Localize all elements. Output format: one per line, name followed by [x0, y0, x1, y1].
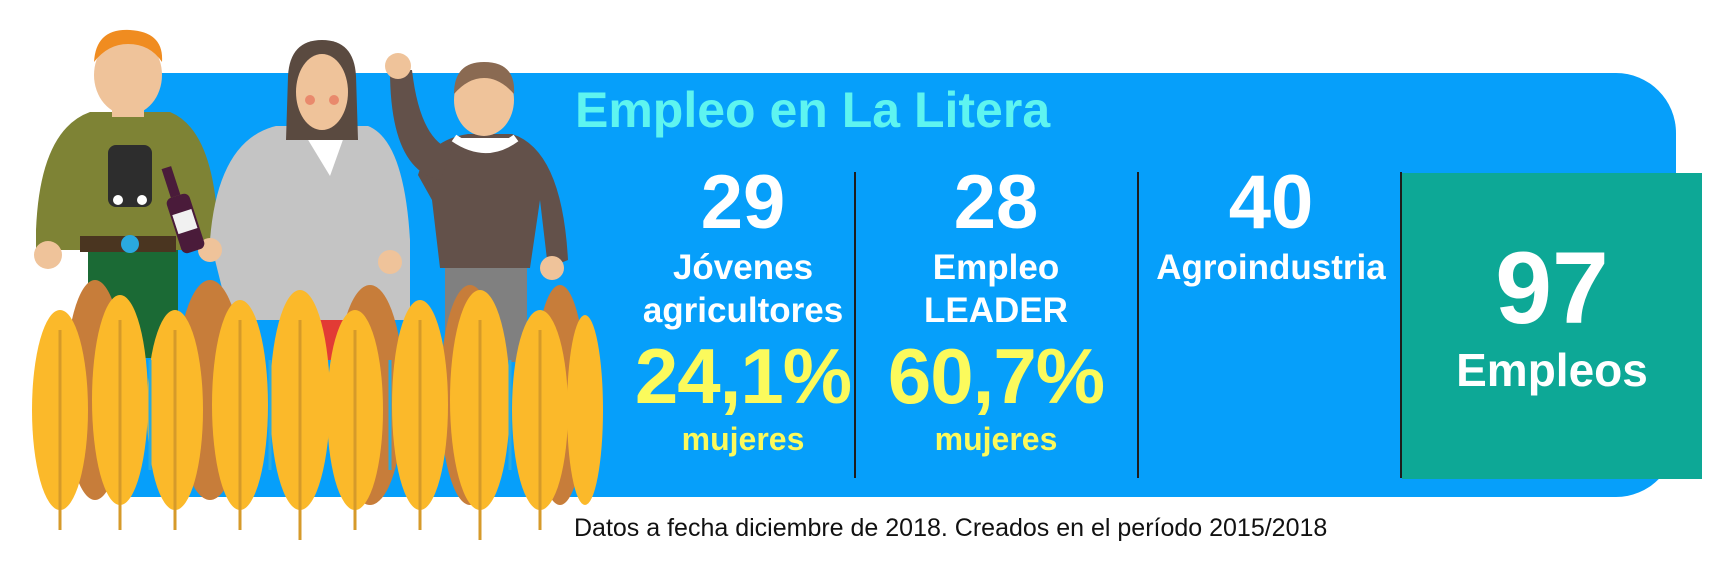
total-number: 97	[1495, 231, 1609, 345]
stat-number: 40	[1228, 160, 1314, 245]
stat-agroindustria: 40 Agroindustria	[1140, 160, 1402, 480]
page-title: Empleo en La Litera	[575, 82, 1051, 138]
stat-label-line: agricultores	[642, 291, 844, 330]
farmers-wheat-illustration	[32, 29, 603, 540]
wheat-field-icon	[32, 280, 603, 540]
stat-jovenes-agricultores: 29 Jóvenes agricultores 24,1% mujeres	[612, 160, 874, 480]
column-divider	[1137, 172, 1139, 478]
farmer-brown-icon	[385, 53, 568, 362]
stat-label-line: LEADER	[924, 291, 1068, 330]
footnote: Datos a fecha diciembre de 2018. Creados…	[574, 514, 1328, 542]
column-divider	[1400, 172, 1402, 478]
stat-label-line: Jóvenes	[672, 248, 814, 287]
stat-label-line: Empleo	[932, 248, 1060, 287]
stat-number: 29	[700, 160, 786, 245]
wine-bottle-icon	[161, 166, 205, 254]
stat-percent-label: mujeres	[934, 421, 1058, 457]
stat-percent: 60,7%	[887, 332, 1105, 420]
stat-label-line: Agroindustria	[1156, 248, 1386, 287]
stat-percent-label: mujeres	[681, 421, 805, 457]
stat-percent: 24,1%	[634, 332, 852, 420]
total-label: Empleos	[1456, 344, 1648, 396]
column-divider	[854, 172, 856, 478]
stat-number: 28	[953, 160, 1039, 245]
stat-empleo-leader: 28 Empleo LEADER 60,7% mujeres	[866, 160, 1126, 480]
total-employment-box: 97 Empleos	[1402, 173, 1702, 479]
